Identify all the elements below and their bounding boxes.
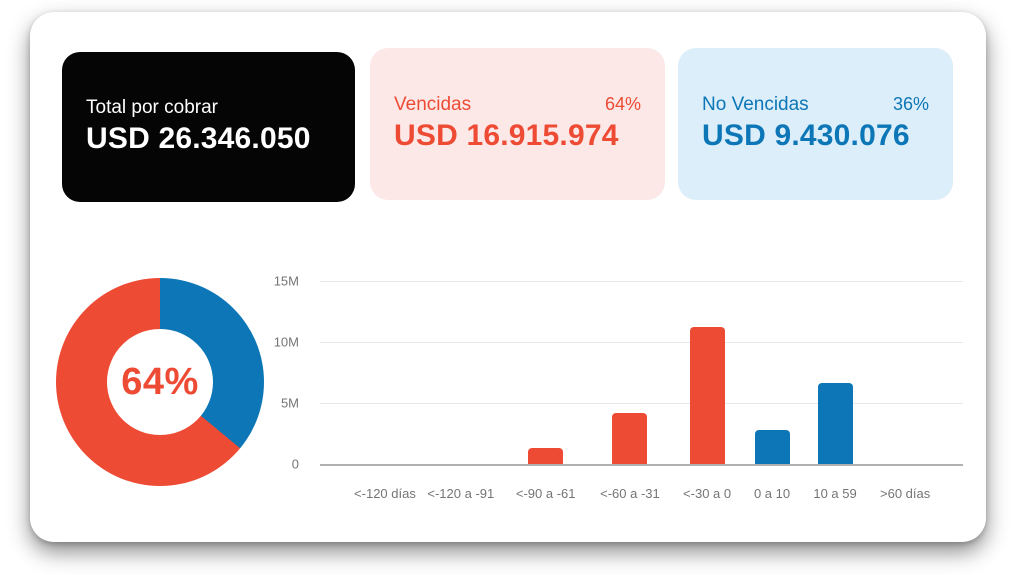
donut-hole: 64% [107,329,213,435]
x-category-label: 0 a 10 [753,486,791,501]
bar-<-90-a--61 [528,448,564,464]
x-category-label: <-120 a -91 [427,486,495,501]
y-tick-label: 15M [273,273,299,289]
gridline-15M [320,281,963,282]
not-overdue-label: No Vencidas [702,93,809,115]
overdue-donut-chart: 64% [56,278,264,486]
x-category-label: <-60 a -31 [600,486,660,501]
not-overdue-percent: 36% [892,93,929,114]
x-axis-line [320,464,963,466]
total-receivable-value: USD 26.346.050 [86,122,311,156]
y-tick-label: 5M [280,395,299,411]
bar-0-a-10 [754,429,790,464]
gridline-5M [320,403,963,404]
not-overdue-card: No Vencidas 36% USD 9.430.076 [678,48,953,200]
bar-chart-plot-area: 0 5M 10M 15M <-120 días <-120 a -91 <-90 a -61… [274,274,963,501]
y-tick-label: 0 [291,456,299,472]
donut-center-label: 64% [121,360,199,403]
x-category-label: >60 días [880,486,931,501]
x-category-label: 10 a 59 [813,486,857,501]
x-category-label: <-120 días [354,486,416,501]
y-tick-label: 10M [273,334,299,350]
bar-<-30-a-0 [689,327,725,464]
overdue-percent: 64% [604,93,641,114]
dashboard-panel: Total por cobrar USD 26.346.050 Vencidas… [30,12,986,542]
x-category-label: <-90 a -61 [515,486,576,501]
total-receivable-card: Total por cobrar USD 26.346.050 [62,52,355,202]
gridline-10M [320,342,963,343]
overdue-value: USD 16.915.974 [394,119,619,153]
x-category-label: <-30 a 0 [683,486,732,501]
aging-bar-chart: 0 5M 10M 15M <-120 días <-120 a -91 <-90 a -61… [274,267,976,507]
not-overdue-value: USD 9.430.076 [702,119,910,153]
bar-<-60-a--31 [612,412,648,464]
overdue-label: Vencidas [394,93,472,115]
overdue-card: Vencidas 64% USD 16.915.974 [370,48,665,200]
total-receivable-label: Total por cobrar [86,96,219,118]
bar-10-a-59 [817,383,853,464]
